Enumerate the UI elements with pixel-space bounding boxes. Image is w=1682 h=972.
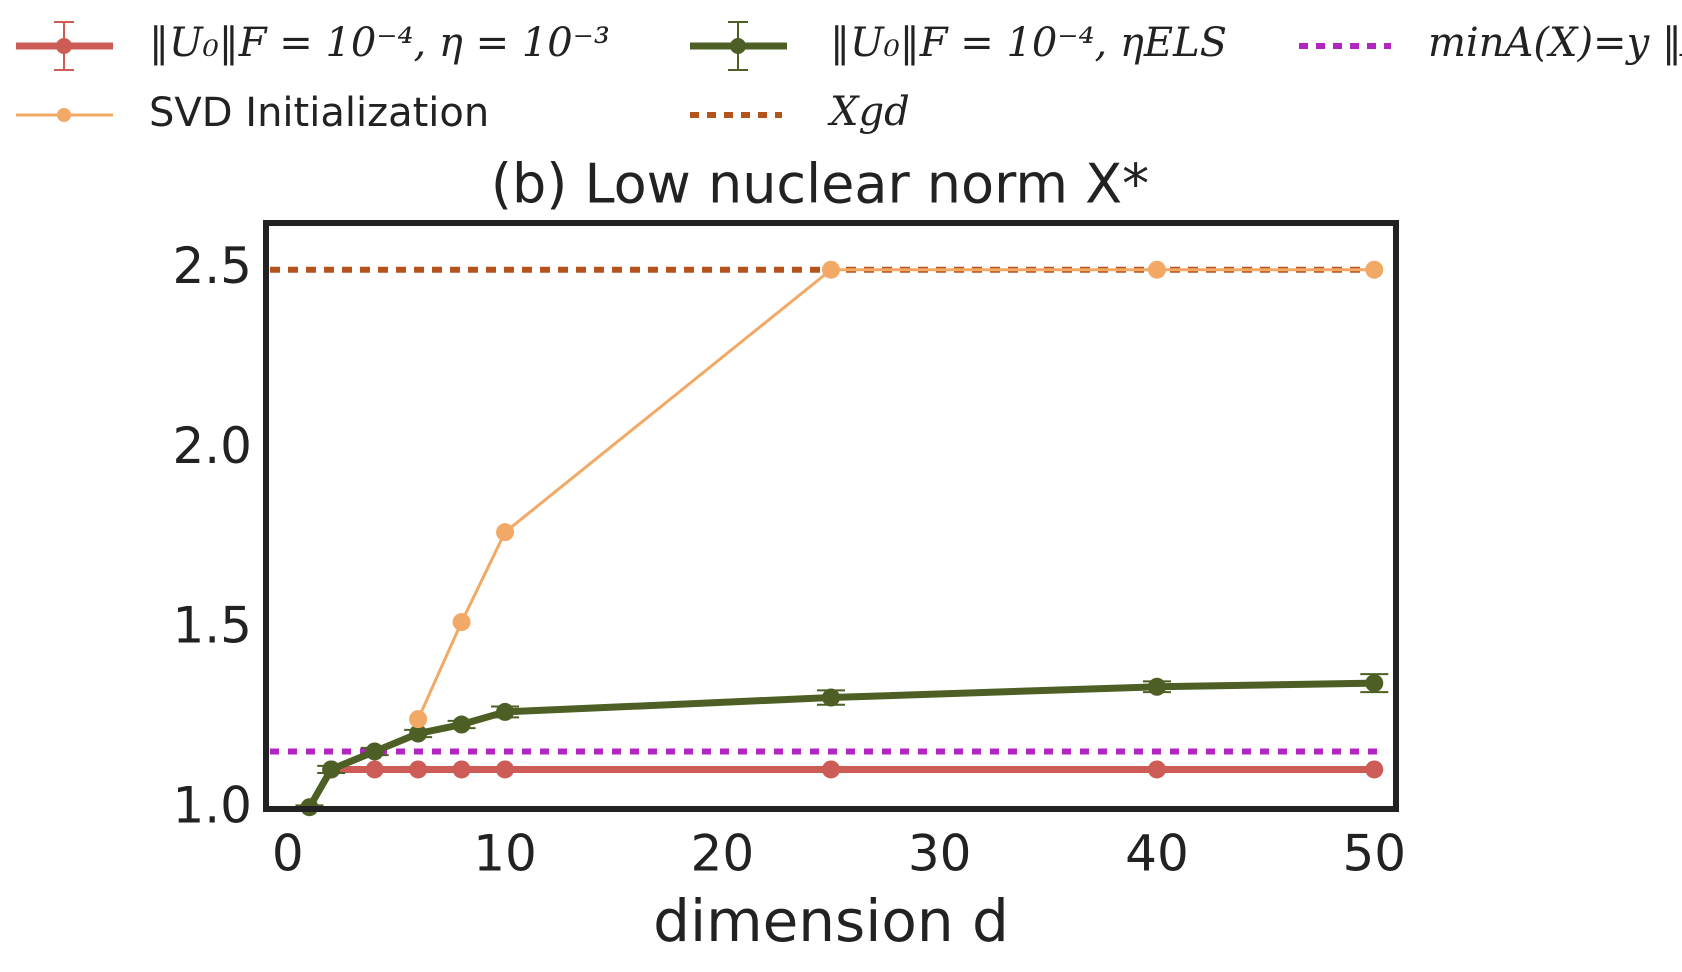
data-point	[1147, 260, 1166, 279]
x-axis-label: dimension d	[653, 887, 1009, 955]
data-point	[1365, 674, 1384, 693]
plot-frame	[263, 220, 1399, 812]
x-tick-label: 30	[908, 825, 972, 883]
data-point	[409, 760, 428, 779]
data-point	[822, 760, 840, 779]
data-point	[822, 260, 840, 279]
data-point	[452, 613, 471, 632]
chart-title: (b) Low nuclear norm X*	[491, 153, 1149, 216]
data-point	[409, 724, 428, 743]
data-point	[365, 760, 384, 779]
y-tick-label: 1.5	[172, 597, 252, 655]
x-tick-label: 50	[1342, 825, 1406, 883]
legend-marker	[57, 108, 71, 122]
data-point	[452, 760, 471, 779]
data-point	[496, 523, 515, 542]
series-line	[306, 679, 1375, 809]
data-point	[496, 760, 515, 779]
data-point	[1365, 760, 1384, 779]
data-point	[822, 688, 840, 707]
legend-label: ‖U₀‖F = 10⁻⁴, η = 10⁻³	[149, 20, 610, 66]
legend-label: SVD Initialization	[149, 90, 489, 136]
x-tick-label: 0	[272, 825, 304, 883]
data-point	[365, 742, 384, 761]
x-tick-label: 40	[1125, 825, 1189, 883]
data-point	[322, 760, 341, 779]
legend-label: Xgd	[827, 89, 910, 135]
x-tick-label: 10	[473, 825, 537, 883]
y-tick-label: 1.0	[172, 777, 252, 835]
data-point	[409, 710, 428, 729]
y-tick-label: 2.0	[172, 417, 252, 475]
y-tick-label: 2.5	[172, 237, 252, 295]
series-line	[416, 268, 1375, 720]
data-point	[1147, 677, 1166, 696]
data-point	[1147, 760, 1166, 779]
data-point	[452, 715, 471, 734]
legend-label: ‖U₀‖F = 10⁻⁴, ηELS	[830, 20, 1227, 66]
data-point	[1365, 260, 1384, 279]
legend-label: minA(X)=y ‖X‖∗	[1428, 20, 1682, 66]
x-tick-label: 20	[691, 825, 755, 883]
data-point	[496, 702, 515, 721]
